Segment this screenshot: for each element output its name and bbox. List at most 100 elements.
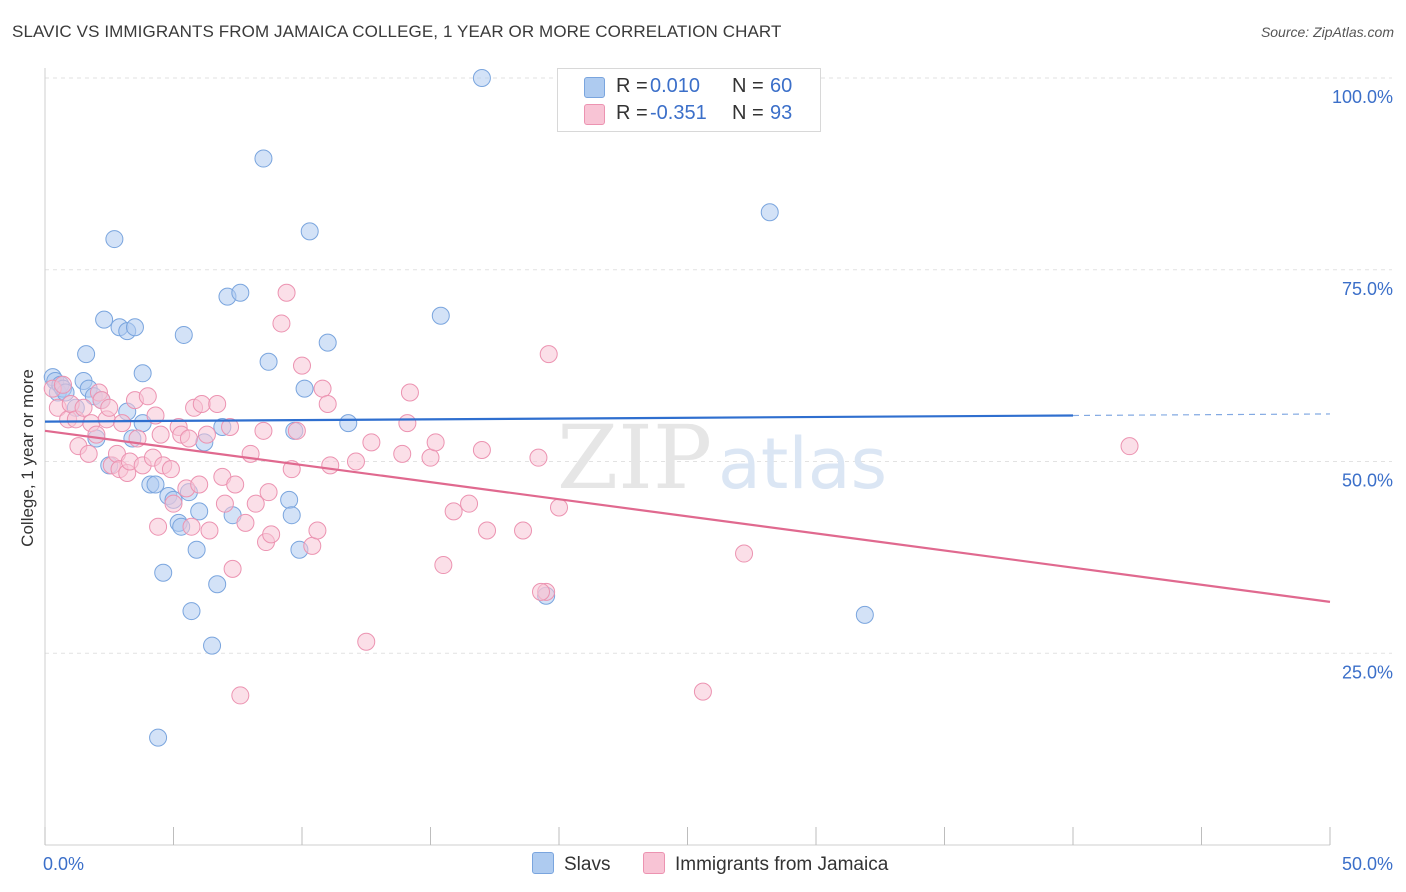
grid-lines bbox=[45, 77, 1392, 654]
y-axis-label: College, 1 year or more bbox=[18, 369, 37, 547]
point-jamaica bbox=[1120, 437, 1139, 456]
legend-r-value: -0.351 bbox=[650, 102, 707, 124]
point-jamaica bbox=[113, 414, 132, 433]
point-jamaica bbox=[182, 517, 201, 536]
point-slavs bbox=[146, 475, 165, 494]
point-jamaica bbox=[87, 425, 106, 444]
watermark: ZIP atlas bbox=[557, 406, 887, 509]
point-jamaica bbox=[226, 475, 245, 494]
point-jamaica bbox=[293, 356, 311, 375]
point-jamaica bbox=[460, 494, 479, 513]
point-jamaica bbox=[472, 440, 491, 459]
point-slavs bbox=[187, 540, 206, 559]
tick-labels: 25.0% 50.0% 75.0% 100.0% 0.0% 50.0% bbox=[43, 87, 1393, 874]
point-jamaica bbox=[550, 498, 568, 517]
bottom-legend-swatch-jamaica bbox=[643, 852, 665, 874]
point-slavs bbox=[280, 490, 299, 509]
point-jamaica bbox=[735, 544, 754, 563]
point-jamaica bbox=[308, 521, 327, 540]
y-tick-label: 100.0% bbox=[1332, 87, 1393, 107]
point-jamaica bbox=[215, 494, 234, 513]
point-slavs bbox=[318, 333, 337, 352]
trend-line-jamaica bbox=[44, 429, 1331, 603]
point-slavs bbox=[154, 563, 173, 582]
correlation-legend: R = 0.010 N = 60 R = -0.351 N = 93 bbox=[557, 68, 821, 132]
watermark-zip: ZIP bbox=[557, 406, 712, 509]
bottom-legend-jamaica: Immigrants from Jamaica bbox=[643, 852, 888, 876]
point-jamaica bbox=[426, 433, 445, 452]
legend-r-value: 0.010 bbox=[650, 75, 701, 97]
point-slavs bbox=[300, 222, 319, 241]
bottom-legend-label-slavs: Slavs bbox=[564, 854, 611, 875]
point-jamaica bbox=[179, 429, 198, 448]
point-jamaica bbox=[79, 444, 98, 463]
legend-n-label: N = bbox=[732, 102, 764, 124]
trend-line-slavs-extension bbox=[1072, 413, 1331, 417]
trend-lines bbox=[44, 413, 1331, 603]
bottom-legend-slavs: Slavs bbox=[532, 852, 610, 876]
point-jamaica bbox=[200, 521, 219, 540]
point-jamaica bbox=[393, 444, 412, 463]
point-slavs bbox=[203, 636, 222, 655]
point-jamaica bbox=[313, 379, 332, 398]
point-jamaica bbox=[321, 456, 340, 475]
legend-r-label: R = bbox=[616, 75, 648, 97]
point-jamaica bbox=[400, 383, 419, 402]
axes bbox=[44, 68, 1331, 846]
point-jamaica bbox=[434, 556, 453, 575]
point-slavs bbox=[339, 414, 358, 433]
y-tick-label: 75.0% bbox=[1342, 279, 1393, 299]
series-slavs-points bbox=[43, 69, 874, 747]
point-jamaica bbox=[254, 421, 273, 440]
point-jamaica bbox=[151, 425, 170, 444]
point-jamaica bbox=[346, 452, 365, 471]
legend-r-label: R = bbox=[616, 102, 648, 124]
point-jamaica bbox=[303, 536, 322, 555]
point-jamaica bbox=[149, 517, 168, 536]
point-slavs bbox=[254, 149, 273, 168]
point-jamaica bbox=[208, 394, 227, 413]
point-slavs bbox=[295, 379, 314, 398]
bottom-legend-swatch-slavs bbox=[532, 852, 554, 874]
point-slavs bbox=[182, 602, 201, 621]
legend-n-value: 60 bbox=[770, 75, 793, 97]
legend-swatch-jamaica bbox=[584, 104, 605, 125]
point-slavs bbox=[190, 502, 209, 521]
point-jamaica bbox=[164, 494, 183, 513]
point-jamaica bbox=[529, 448, 548, 467]
watermark-atlas: atlas bbox=[718, 423, 887, 505]
point-jamaica bbox=[231, 686, 250, 705]
point-jamaica bbox=[246, 494, 265, 513]
point-jamaica bbox=[259, 483, 278, 502]
point-slavs bbox=[472, 69, 491, 87]
point-jamaica bbox=[221, 417, 240, 436]
point-jamaica bbox=[514, 521, 533, 540]
point-slavs bbox=[149, 728, 168, 747]
point-slavs bbox=[77, 345, 96, 364]
point-jamaica bbox=[146, 406, 165, 425]
point-jamaica bbox=[357, 632, 376, 651]
point-jamaica bbox=[74, 398, 93, 417]
point-slavs bbox=[259, 352, 278, 371]
bottom-legend-label-jamaica: Immigrants from Jamaica bbox=[675, 854, 889, 875]
point-slavs bbox=[125, 318, 144, 337]
trend-line-slavs bbox=[44, 414, 1074, 423]
series-jamaica-points bbox=[43, 283, 1139, 705]
legend-n-label: N = bbox=[732, 75, 764, 97]
point-jamaica bbox=[192, 394, 211, 413]
chart-title: SLAVIC VS IMMIGRANTS FROM JAMAICA COLLEG… bbox=[12, 22, 782, 41]
point-jamaica bbox=[693, 682, 712, 701]
point-slavs bbox=[855, 605, 874, 624]
source-label: Source: ZipAtlas.com bbox=[1260, 24, 1394, 40]
y-tick-label: 50.0% bbox=[1342, 471, 1393, 491]
point-jamaica bbox=[236, 513, 255, 532]
point-jamaica bbox=[318, 394, 337, 413]
x-tick-label: 50.0% bbox=[1342, 854, 1393, 874]
point-jamaica bbox=[444, 502, 463, 521]
legend-n-value: 93 bbox=[770, 102, 793, 124]
point-jamaica bbox=[287, 421, 306, 440]
legend-swatch-slavs bbox=[584, 77, 605, 98]
point-slavs bbox=[760, 203, 779, 222]
y-tick-label: 25.0% bbox=[1342, 662, 1393, 682]
